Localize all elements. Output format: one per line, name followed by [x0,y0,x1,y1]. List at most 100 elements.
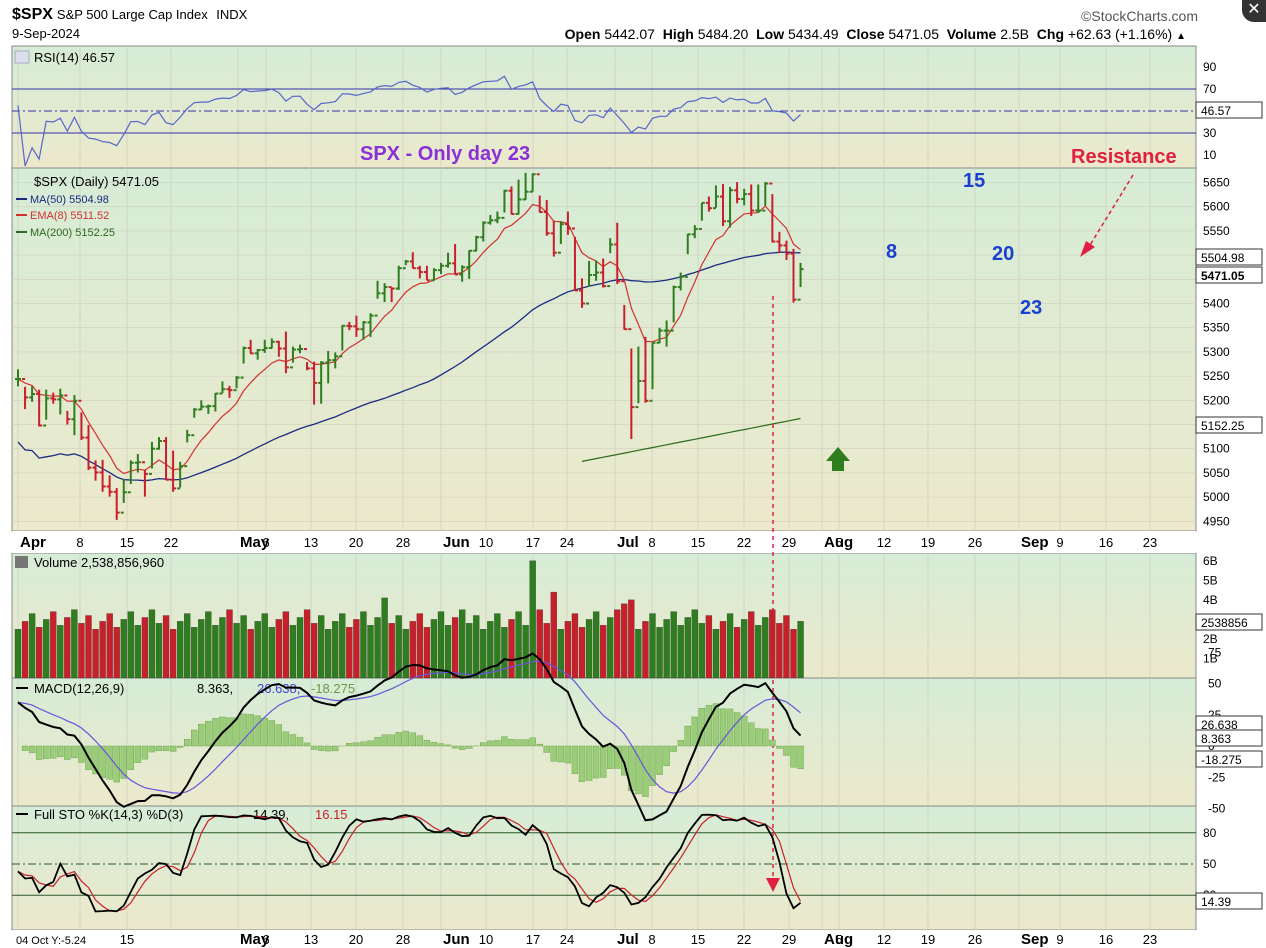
macd-hist-bar [212,718,219,747]
macd-hist-bar [332,745,339,752]
price-tick: 5350 [1203,321,1230,335]
price-bar [586,260,593,305]
xaxis-label: 22 [164,535,178,550]
volume-bar [480,629,487,679]
price-legend: $SPX (Daily) 5471.05 [34,174,159,189]
price-legend: MA(50) 5504.98 [30,194,109,206]
price-bar [360,320,367,340]
price-bar [141,461,148,497]
volume-bar [522,625,529,679]
macd-hist-bar [444,744,452,747]
volume-bar [508,619,515,679]
macd-hist-bar [240,713,247,747]
price-bar [22,378,29,410]
macd-hist-bar [43,745,50,760]
price-tick: 5250 [1203,369,1230,383]
price-bar [579,278,585,308]
macd-hist-bar [226,717,233,747]
macd-hist-bar [508,739,515,747]
volume-bar [726,613,734,679]
macd-hist-bar [755,728,762,747]
price-legend: MA(200) 5152.25 [30,227,115,239]
macd-hist-bar [529,737,536,747]
volume-bar [317,615,325,679]
volume-bar [141,617,149,679]
price-bar [720,183,726,227]
price-bar [261,339,268,353]
volume-bar [451,617,459,679]
brand-watermark: ©StockCharts.com [1081,8,1198,24]
price-bar [635,346,642,409]
xaxis-bottom-label: 17 [526,932,540,947]
xaxis-label: 8 [76,535,83,550]
price-bar [557,221,564,254]
price-bar [508,186,515,215]
xaxis-label: 20 [349,535,363,550]
price-bar [177,461,184,490]
price-bar [790,248,797,303]
price-bar [409,252,416,270]
ma200-badge-box [1195,416,1263,434]
price-bar [156,437,162,450]
xaxis-band-bottom [12,930,1196,948]
macd-hist-bar [769,739,776,747]
resistance-arrow [1086,174,1134,251]
resistance-arrowhead [1080,241,1095,257]
price-bar [571,227,578,292]
volume-tick: 1B [1203,651,1218,665]
macd-hist-bar [458,745,466,750]
price-bar [71,394,78,436]
close-icon[interactable]: ✕ [1242,0,1266,22]
macd-hist-bar [289,734,297,747]
macd-hist-bar [155,745,163,752]
xaxis-label: 22 [737,535,751,550]
volume-bar [50,611,57,679]
macd-tick: -50 [1208,802,1226,816]
volume-bar [684,617,691,679]
sto-tick: 50 [1203,857,1217,871]
price-bar [621,280,628,331]
price-bar [734,182,741,204]
volume-bar [134,625,142,679]
day-label-15: 15 [963,170,985,192]
price-bar [642,336,649,403]
price-bar [423,265,430,282]
volume-bar [790,629,797,679]
rsi-tick: 70 [1203,82,1217,96]
volume-tick: 2B [1203,632,1218,646]
price-bar [727,186,734,228]
ema8-line [17,203,801,475]
volume-bar [719,621,727,679]
macd-hist-bar [733,712,741,747]
xaxis-label: 24 [560,535,574,550]
xaxis-bottom-label: Jul [617,931,639,948]
xaxis-label: 26 [968,535,982,550]
xaxis-bottom-label: 23 [1143,932,1157,947]
xaxis-label: 13 [304,535,318,550]
price-bar [494,211,501,224]
price-tick: 5600 [1203,200,1230,214]
price-bar [762,182,769,212]
macd-hist-bar [762,728,769,747]
price-tick: 5200 [1203,393,1230,407]
price-bar [748,184,755,216]
volume-bar [127,611,134,679]
macd-hist-bar [353,742,360,747]
macd-hist-bar [557,745,565,763]
price-bar [473,235,480,252]
xaxis-label: 19 [921,535,935,550]
volume-bar [92,629,99,679]
price-bar [332,352,339,369]
price-bar [684,233,691,278]
day-label-23: 23 [1020,297,1042,319]
symbol-name: S&P 500 Large Cap Index [56,7,208,22]
volume-bar [85,615,92,679]
xaxis-bottom-label: Jun [443,931,470,948]
price-bar [663,320,670,347]
sto-legend: Full STO %K(14,3) %D(3) [34,807,183,822]
price-bar [755,184,762,214]
volume-badge: 2538856 [1201,616,1248,630]
macd-hist-bar [176,745,184,748]
macd-hist-bar [296,736,304,747]
